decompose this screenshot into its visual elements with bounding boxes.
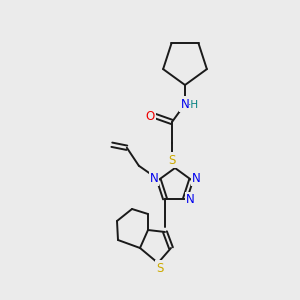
Text: ·H: ·H xyxy=(188,100,199,110)
Text: N: N xyxy=(181,98,189,110)
Text: S: S xyxy=(168,154,176,166)
Text: N: N xyxy=(192,172,200,185)
Text: N: N xyxy=(186,193,194,206)
Text: O: O xyxy=(146,110,154,122)
Text: N: N xyxy=(149,172,158,185)
Text: S: S xyxy=(156,262,164,275)
